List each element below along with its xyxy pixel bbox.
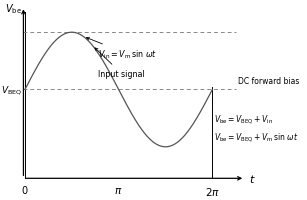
Text: 0: 0	[22, 185, 28, 195]
Text: $V_{\mathregular{BEQ}}$: $V_{\mathregular{BEQ}}$	[1, 84, 22, 96]
Text: DC forward bias: DC forward bias	[238, 77, 299, 85]
Text: $\pi$: $\pi$	[115, 185, 123, 195]
Text: $V_{\mathregular{be}} = V_{\mathregular{BEQ}} + V_{\mathregular{m}}\,\sin\,\omeg: $V_{\mathregular{be}} = V_{\mathregular{…	[214, 130, 298, 143]
Text: $V_{\mathregular{in}} = V_{\mathregular{m}}\,\sin\,\omega t$: $V_{\mathregular{in}} = V_{\mathregular{…	[87, 38, 157, 61]
Text: $t$: $t$	[249, 172, 255, 184]
Text: $V_{\mathregular{be}} = V_{\mathregular{BEQ}} + V_{\mathregular{in}}$: $V_{\mathregular{be}} = V_{\mathregular{…	[214, 112, 273, 125]
Text: Input signal: Input signal	[95, 49, 145, 79]
Text: $V_{\mathregular{be}}$: $V_{\mathregular{be}}$	[5, 2, 22, 16]
Text: $2\pi$: $2\pi$	[205, 185, 220, 197]
